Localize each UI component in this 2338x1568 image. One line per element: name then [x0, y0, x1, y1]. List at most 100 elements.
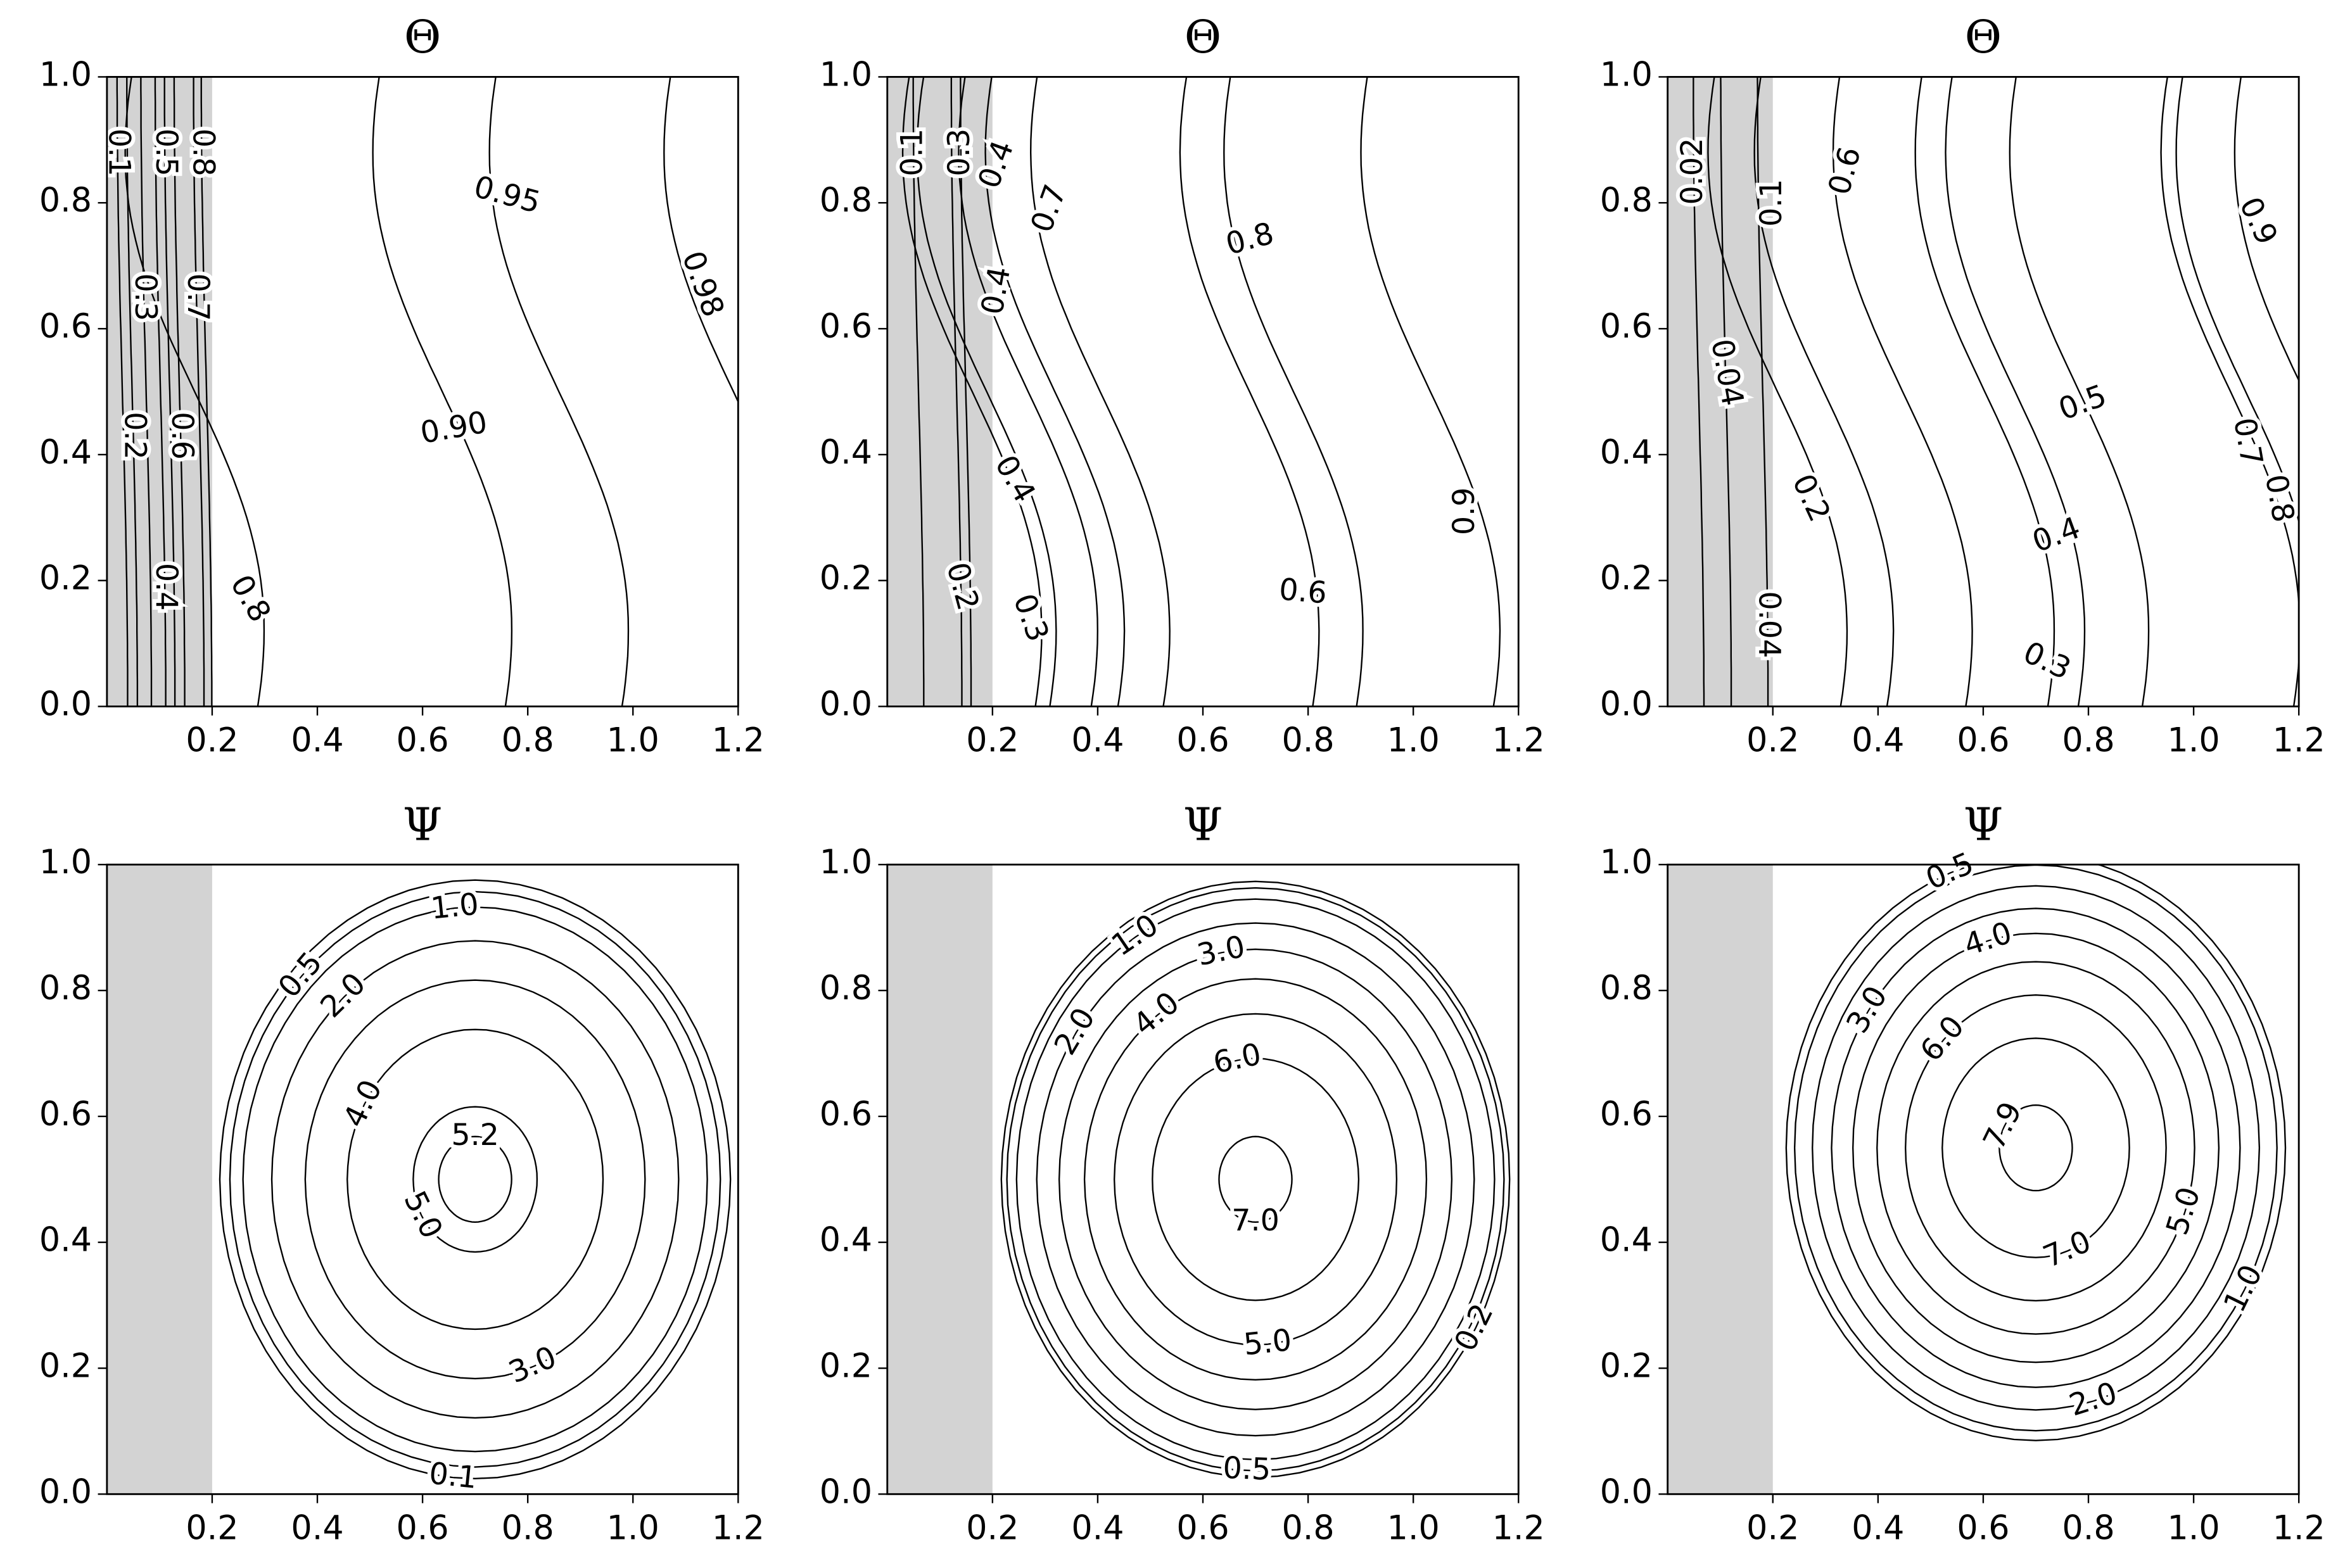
contour-line [1852, 932, 2220, 1363]
x-tick-label: 0.6 [1176, 1508, 1229, 1547]
panel: 0.1 0.5 0.80.3 0.70.2 0.60.4 0.80.950.900.980… [39, 11, 765, 760]
panel-title: Θ [404, 11, 441, 63]
x-tick-label: 1.2 [2273, 721, 2325, 760]
contour-line [1876, 961, 2195, 1335]
y-tick-label: 0.2 [1600, 1347, 1653, 1386]
contour-line [1058, 948, 1453, 1410]
y-tick-label: 0.0 [39, 685, 92, 724]
panel-title: Ψ [1964, 799, 2004, 851]
contour-line [958, 77, 1098, 707]
contour-line [372, 77, 513, 707]
contour-label: 0.5 [1921, 846, 1979, 897]
x-tick-label: 0.2 [1746, 1508, 1799, 1547]
contour-line [916, 77, 1057, 707]
contour-line [412, 1106, 538, 1253]
x-tick-label: 0.6 [1957, 721, 2009, 760]
shade-region [887, 77, 993, 707]
contour-line [1693, 77, 1705, 707]
y-tick-label: 0.4 [39, 433, 92, 472]
y-tick-label: 0.2 [39, 559, 92, 598]
contour-line [1015, 898, 1496, 1461]
contour-label: 5.2 [451, 1118, 499, 1153]
panel: 1.0 3.0 2.0 4.0 6.0 7.0 5.0 0.2 0.5 0.2 0.4 0.6 0.8 1… [820, 799, 1545, 1548]
contour-label: 0.8 [186, 129, 220, 177]
x-tick-label: 1.2 [1492, 1508, 1545, 1547]
y-tick-label: 0.6 [1600, 1095, 1653, 1134]
contour-line [116, 77, 129, 707]
contour-line [2160, 77, 2299, 707]
y-tick-label: 0.0 [820, 685, 872, 724]
contour-line [950, 77, 963, 707]
x-tick-label: 0.8 [2062, 1508, 2114, 1547]
x-tick-label: 1.2 [712, 1508, 765, 1547]
y-tick-label: 0.0 [1600, 1472, 1653, 1511]
panel: 0.02 0.10.60.90.04 0.50.70.80.20.40.040.30… [1600, 11, 2325, 760]
contour-line [270, 940, 680, 1419]
y-tick-label: 0.2 [1600, 559, 1653, 598]
contour-line [2175, 77, 2299, 524]
contour-label: 4.0 [337, 1075, 390, 1133]
y-tick-label: 0.4 [1600, 1221, 1653, 1260]
y-tick-label: 1.0 [820, 843, 872, 882]
x-tick-label: 0.4 [291, 721, 343, 760]
y-tick-label: 0.6 [39, 307, 92, 346]
contour-label: 1.0 [2217, 1260, 2270, 1318]
contour-line [1753, 77, 1895, 707]
y-tick-label: 0.8 [1600, 969, 1653, 1008]
x-tick-label: 0.4 [1852, 1508, 1904, 1547]
panel-title: Θ [1965, 11, 2002, 63]
x-tick-label: 0.2 [966, 721, 1019, 760]
contours [1693, 77, 2299, 707]
contour-label: 0.1 [1754, 179, 1789, 227]
panel: 0.51.02.04.05.25.03.00.10.2 0.4 0.6 0.8 1.0 1… [39, 799, 765, 1548]
contour-line [1831, 907, 2241, 1388]
x-tick-label: 1.2 [2273, 1508, 2325, 1547]
x-tick-label: 1.0 [607, 1508, 659, 1547]
contours [116, 77, 739, 707]
y-tick-label: 0.4 [39, 1221, 92, 1260]
shade-region [887, 864, 993, 1495]
x-tick-label: 0.2 [1746, 721, 1799, 760]
contour-line [1360, 77, 1501, 707]
contour-line [1785, 864, 2287, 1441]
y-tick-label: 0.4 [820, 433, 872, 472]
x-tick-label: 0.8 [502, 721, 554, 760]
contour-line [2233, 77, 2299, 383]
contour-label: 0.8 [224, 569, 277, 628]
contour-label: 7.9 [1977, 1097, 2030, 1155]
contour-line [140, 77, 153, 707]
contours [901, 77, 1501, 707]
x-tick-label: 1.2 [712, 721, 765, 760]
contour-line [1223, 77, 1364, 707]
contour-label: 3.0 [1194, 929, 1248, 973]
contour-line [173, 77, 186, 707]
contour-line [1083, 978, 1428, 1381]
y-tick-label: 0.8 [820, 969, 872, 1008]
x-tick-label: 1.2 [1492, 721, 1545, 760]
contour-label: 1.0 [1105, 907, 1164, 963]
y-tick-label: 0.4 [820, 1221, 872, 1260]
contour-line [1945, 77, 2086, 707]
y-tick-label: 1.0 [1600, 843, 1653, 882]
contour-label: 0.5 [2054, 378, 2111, 427]
y-tick-label: 0.8 [39, 181, 92, 220]
contour-label: 0.7 [181, 274, 215, 322]
contour-label: 5.0 [1242, 1323, 1293, 1362]
y-tick-label: 0.0 [39, 1472, 92, 1511]
contour-label: 0.2 [117, 412, 152, 460]
contour-label: 6.0 [1210, 1037, 1264, 1080]
x-tick-label: 0.2 [186, 721, 238, 760]
y-tick-label: 1.0 [39, 55, 92, 94]
x-tick-label: 0.4 [291, 1508, 343, 1547]
y-tick-label: 1.0 [820, 55, 872, 94]
contour-line [1914, 77, 2055, 707]
contour-line [346, 1028, 604, 1331]
x-tick-label: 0.4 [1071, 721, 1124, 760]
contour-line [126, 77, 139, 707]
x-tick-label: 1.0 [1387, 721, 1440, 760]
contour-line [1905, 994, 2167, 1302]
contours [1785, 864, 2287, 1441]
shade-region [1667, 864, 1773, 1495]
contour-label: 5.0 [2160, 1183, 2208, 1239]
